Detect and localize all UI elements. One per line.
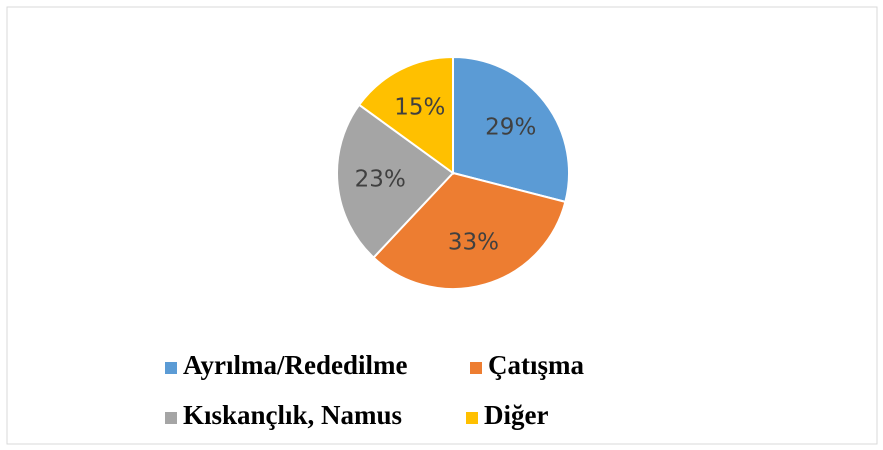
legend-label: Diğer: [484, 400, 548, 430]
pie-slice: [452, 55, 570, 204]
data-label: 29%: [485, 115, 536, 141]
data-label: 33%: [448, 230, 499, 256]
pie-slice: [357, 55, 454, 175]
legend-swatch: [165, 412, 177, 424]
data-label: 15%: [394, 94, 445, 120]
pie-slice: [336, 103, 455, 259]
legend-label: Kıskançlık, Namus: [183, 400, 402, 430]
legend-swatch: [165, 362, 177, 374]
legend-label: Ayrılma/Rededilme: [183, 350, 407, 380]
legend-label: Çatışma: [488, 350, 584, 380]
legend-swatch: [470, 362, 482, 374]
pie-slice: [372, 171, 567, 290]
data-label: 23%: [355, 166, 406, 192]
legend-swatch: [466, 412, 478, 424]
